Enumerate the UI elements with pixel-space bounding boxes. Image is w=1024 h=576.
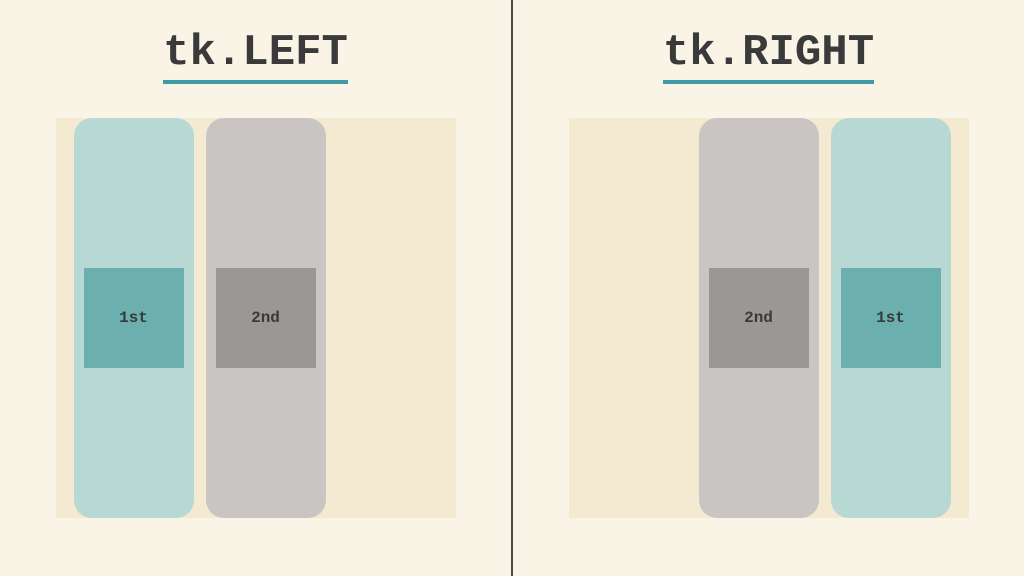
left-panel: tk.LEFT 1st 2nd [0, 0, 511, 576]
left-first-column: 1st [74, 118, 194, 518]
right-first-column: 1st [831, 118, 951, 518]
right-second-block: 2nd [709, 268, 809, 368]
left-second-column: 2nd [206, 118, 326, 518]
left-second-block: 2nd [216, 268, 316, 368]
right-panel: tk.RIGHT 1st 2nd [513, 0, 1024, 576]
diagram-container: tk.LEFT 1st 2nd tk.RIGHT 1st 2nd [0, 0, 1024, 576]
right-second-column: 2nd [699, 118, 819, 518]
left-title: tk.LEFT [163, 28, 348, 84]
right-title: tk.RIGHT [663, 28, 874, 84]
left-first-block: 1st [84, 268, 184, 368]
right-demo-area: 1st 2nd [569, 118, 969, 518]
right-first-block: 1st [841, 268, 941, 368]
left-demo-area: 1st 2nd [56, 118, 456, 518]
